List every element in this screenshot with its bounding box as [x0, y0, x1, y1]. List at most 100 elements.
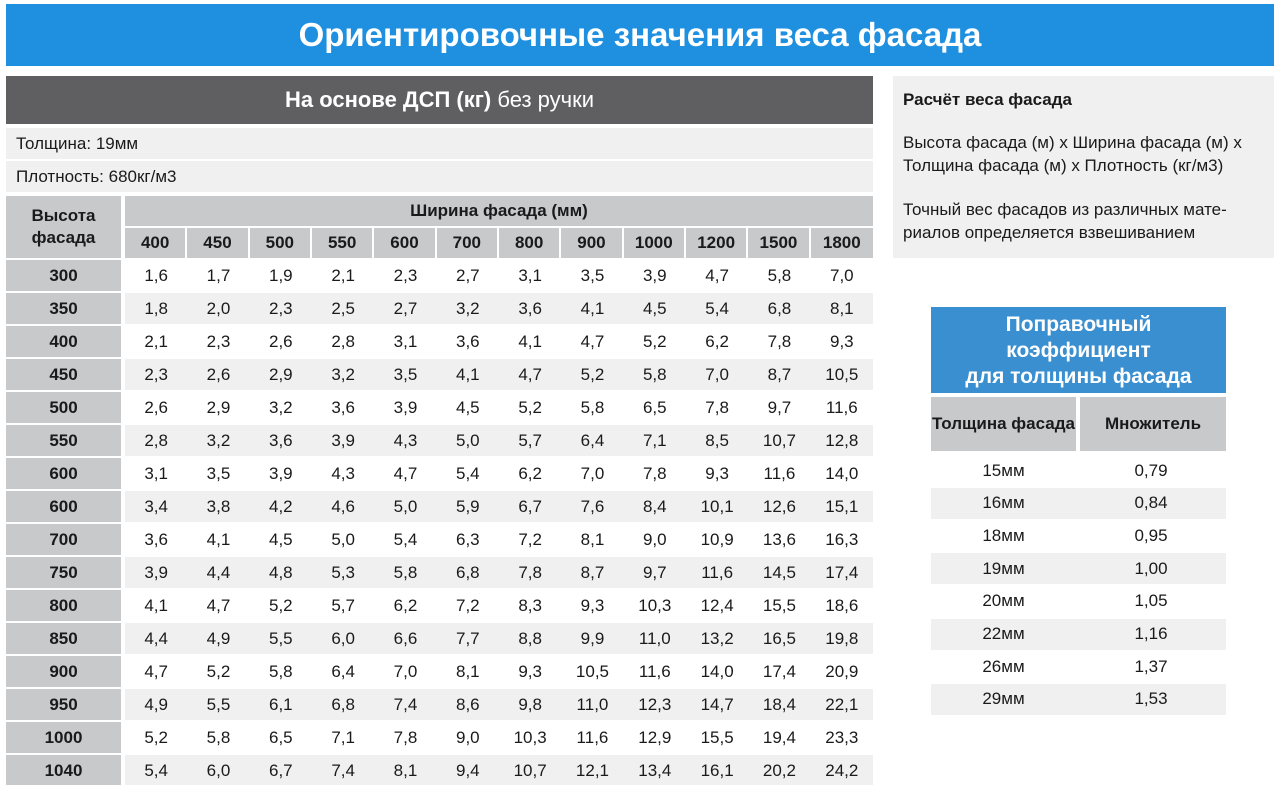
- weight-cell: 2,5: [311, 293, 375, 324]
- weight-cell: 10,1: [685, 491, 749, 522]
- weight-cell: 4,1: [187, 524, 250, 555]
- weight-cell: 3,1: [498, 260, 562, 291]
- weight-cell: 4,1: [125, 590, 188, 621]
- coef-multiplier-cell: 0,95: [1134, 525, 1168, 545]
- weight-cell: 15,1: [810, 491, 873, 522]
- weight-cell: 1,7: [187, 260, 250, 291]
- weight-cell: 4,7: [374, 458, 437, 489]
- weight-cell: 3,9: [374, 392, 437, 423]
- weight-cell: 5,9: [436, 491, 499, 522]
- weight-cell: 10,5: [810, 359, 873, 390]
- weight-table-body: 300 1,6 1,7 1,9 2,1 2,3 2,7 3,1 3,5 3,9 4,7 5,8 7,0 3…: [6, 260, 873, 785]
- weight-cell: 6,1: [249, 689, 312, 720]
- weight-cell: 5,8: [561, 392, 624, 423]
- coef-thickness-cell: 15мм: [982, 460, 1025, 480]
- weight-cell: 6,7: [249, 755, 312, 785]
- weight-cell: 3,9: [623, 260, 686, 291]
- coef-multiplier-cell: 1,00: [1134, 558, 1168, 578]
- weight-cell: 7,0: [561, 458, 624, 489]
- weight-cell: 7,4: [311, 755, 375, 785]
- weight-cell: 9,0: [623, 524, 686, 555]
- weight-cell: 9,9: [561, 623, 624, 654]
- weight-cell: 11,6: [810, 392, 873, 423]
- coef-row: 18мм 0,95: [931, 520, 1226, 551]
- weight-cell: 11,6: [623, 656, 686, 687]
- height-cell: 600: [6, 491, 125, 522]
- coef-col-multiplier: Множитель: [1080, 397, 1226, 451]
- table-row: 1000 5,2 5,8 6,5 7,1 7,8 9,0 10,3 11,6 12,9 15,5 19…: [6, 722, 873, 753]
- coef-col-multiplier-label: Множитель: [1104, 414, 1202, 433]
- weight-cell: 2,7: [436, 260, 499, 291]
- weight-cell: 2,6: [125, 392, 188, 423]
- weight-cell: 12,6: [748, 491, 811, 522]
- weight-cell: 6,4: [561, 425, 624, 456]
- weight-cell: 2,8: [125, 425, 188, 456]
- weight-cell: 7,2: [498, 524, 562, 555]
- weight-cell: 9,4: [436, 755, 499, 785]
- coef-col-thickness-label: Толщина фасада: [931, 414, 1075, 433]
- weight-cell: 6,5: [623, 392, 686, 423]
- density-info: Плотность: 680кг/м3: [6, 161, 873, 192]
- weight-cell: 2,3: [125, 359, 188, 390]
- weight-cell: 3,9: [249, 458, 312, 489]
- weight-cell: 10,7: [498, 755, 562, 785]
- coef-row: 20мм 1,05: [931, 586, 1226, 617]
- width-header-cell: 900: [561, 228, 624, 258]
- weight-cell: 9,8: [498, 689, 562, 720]
- weight-cell: 5,8: [748, 260, 811, 291]
- weight-cell: 7,2: [436, 590, 499, 621]
- weight-cell: 12,1: [561, 755, 624, 785]
- chipboard-header-light: без ручки: [491, 87, 595, 112]
- weight-cell: 10,9: [685, 524, 749, 555]
- width-header-cell: 700: [436, 228, 499, 258]
- weight-cell: 7,0: [810, 260, 873, 291]
- weight-cell: 6,2: [374, 590, 437, 621]
- table-row: 500 2,6 2,9 3,2 3,6 3,9 4,5 5,2 5,8 6,5 7,8 9,7 11,6: [6, 392, 873, 423]
- height-cell: 550: [6, 425, 125, 456]
- coef-row: 16мм 0,84: [931, 487, 1226, 519]
- coef-row: 26мм 1,37: [931, 651, 1226, 682]
- weight-cell: 3,2: [436, 293, 499, 324]
- weight-cell: 7,4: [374, 689, 437, 720]
- weight-cell: 7,0: [374, 656, 437, 687]
- weight-cell: 6,8: [748, 293, 811, 324]
- weight-cell: 7,8: [685, 392, 749, 423]
- weight-cell: 8,1: [436, 656, 499, 687]
- weight-cell: 2,7: [374, 293, 437, 324]
- weight-cell: 15,5: [685, 722, 749, 753]
- weight-cell: 3,8: [187, 491, 250, 522]
- weight-cell: 4,7: [498, 359, 562, 390]
- weight-cell: 5,4: [125, 755, 188, 785]
- table-row: 950 4,9 5,5 6,1 6,8 7,4 8,6 9,8 11,0 12,3 14,7 18,4…: [6, 689, 873, 720]
- height-cell: 350: [6, 293, 125, 324]
- weight-cell: 2,3: [187, 326, 250, 357]
- width-header-cell: 400: [125, 228, 188, 258]
- weight-cell: 3,9: [125, 557, 188, 588]
- weight-cell: 4,7: [125, 656, 188, 687]
- weight-cell: 18,4: [748, 689, 811, 720]
- weight-cell: 5,7: [498, 425, 562, 456]
- weight-cell: 1,6: [125, 260, 188, 291]
- weight-cell: 7,1: [311, 722, 375, 753]
- table-row: 600 3,4 3,8 4,2 4,6 5,0 5,9 6,7 7,6 8,4 10,1 12,6 15…: [6, 491, 873, 522]
- weight-cell: 5,4: [374, 524, 437, 555]
- weight-cell: 3,2: [187, 425, 250, 456]
- width-header-cell: 800: [498, 228, 562, 258]
- coef-thickness-cell: 22мм: [982, 624, 1025, 643]
- weight-cell: 5,5: [249, 623, 312, 654]
- weight-table: Высота фасада Ширина фасада (мм) 400 450 5…: [6, 194, 873, 785]
- weight-cell: 2,1: [125, 326, 188, 357]
- table-row: 600 3,1 3,5 3,9 4,3 4,7 5,4 6,2 7,0 7,8 9,3 11,6 14,…: [6, 458, 873, 489]
- weight-cell: 7,0: [685, 359, 749, 390]
- coef-title-line: для толщины фасада: [965, 365, 1192, 388]
- coef-thickness-cell: 29мм: [982, 689, 1025, 709]
- height-cell: 450: [6, 359, 125, 390]
- height-cell: 700: [6, 524, 125, 555]
- coef-thickness-cell: 16мм: [982, 493, 1025, 513]
- weight-cell: 8,5: [685, 425, 749, 456]
- weight-cell: 8,8: [498, 623, 562, 654]
- weight-cell: 5,4: [685, 293, 749, 324]
- weight-cell: 6,0: [187, 755, 250, 785]
- weight-cell: 17,4: [748, 656, 811, 687]
- coef-title-line: Поправочный: [1005, 313, 1152, 336]
